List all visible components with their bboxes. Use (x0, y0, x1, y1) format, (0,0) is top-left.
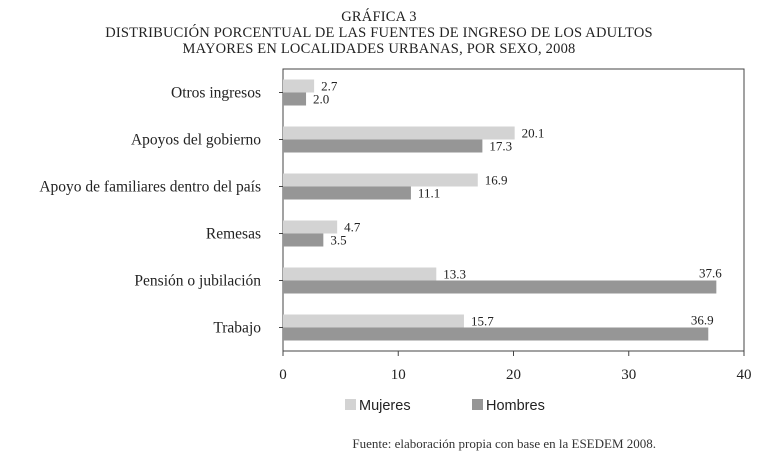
category-label: Trabajo (213, 320, 261, 337)
source-note: Fuente: elaboración propia con base en l… (352, 436, 656, 451)
bar-mujeres (283, 173, 478, 187)
chart-title-line-3: MAYORES EN LOCALIDADES URBANAS, POR SEXO… (182, 41, 576, 57)
bar-hombres (283, 139, 483, 153)
data-label: 20.1 (522, 126, 545, 141)
data-label: 2.7 (321, 79, 338, 94)
bar-hombres (283, 327, 709, 341)
legend-swatch-hombres (472, 399, 483, 410)
x-tick-label: 10 (391, 367, 406, 383)
bar-hombres (283, 92, 307, 106)
data-label: 16.9 (485, 173, 508, 188)
data-label: 11.1 (418, 186, 440, 201)
bar-hombres (283, 280, 717, 294)
x-tick-label: 30 (621, 367, 636, 383)
category-label: Apoyo de familiares dentro del país (39, 179, 261, 196)
bar-hombres (283, 233, 324, 247)
category-label: Otros ingresos (171, 85, 261, 102)
data-label: 4.7 (344, 220, 361, 235)
data-label: 36.9 (691, 313, 714, 328)
category-label: Remesas (206, 226, 261, 243)
legend-label-hombres: Hombres (486, 398, 545, 414)
x-tick-label: 0 (279, 367, 287, 383)
legend-label-mujeres: Mujeres (359, 398, 411, 414)
bar-mujeres (283, 220, 338, 234)
data-label: 15.7 (471, 314, 494, 329)
category-label: Pensión o jubilación (134, 273, 261, 290)
x-tick-label: 40 (737, 367, 752, 383)
bar-mujeres (283, 79, 315, 93)
legend-swatch-mujeres (345, 399, 356, 410)
chart-title-line-2: DISTRIBUCIÓN PORCENTUAL DE LAS FUENTES D… (105, 25, 653, 41)
category-label: Apoyos del gobierno (131, 132, 261, 149)
bar-hombres (283, 186, 411, 200)
data-label: 2.0 (313, 92, 329, 107)
data-label: 13.3 (443, 267, 466, 282)
x-tick-label: 20 (506, 367, 521, 383)
bar-mujeres (283, 126, 515, 140)
data-label: 3.5 (330, 233, 346, 248)
bar-mujeres (283, 314, 464, 328)
bar-mujeres (283, 267, 437, 281)
chart-title-line-1: GRÁFICA 3 (341, 9, 417, 25)
plot-frame (282, 68, 745, 352)
data-label: 17.3 (489, 139, 512, 154)
data-label: 37.6 (699, 266, 722, 281)
